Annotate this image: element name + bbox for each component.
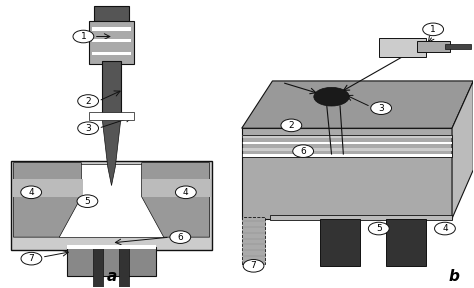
Text: 4: 4 bbox=[28, 188, 34, 197]
Circle shape bbox=[77, 195, 98, 207]
Circle shape bbox=[21, 186, 42, 199]
Bar bbox=[386, 219, 426, 266]
Circle shape bbox=[435, 222, 456, 235]
Bar bbox=[242, 135, 452, 138]
Bar bbox=[91, 52, 131, 55]
Bar bbox=[379, 38, 426, 56]
Text: 6: 6 bbox=[301, 147, 306, 156]
Text: 2: 2 bbox=[85, 96, 91, 105]
Circle shape bbox=[175, 186, 196, 199]
Bar bbox=[59, 164, 164, 237]
Bar bbox=[91, 39, 131, 42]
Bar bbox=[118, 247, 129, 287]
Bar bbox=[270, 215, 452, 220]
Bar bbox=[91, 27, 131, 31]
Circle shape bbox=[423, 23, 444, 36]
Text: 1: 1 bbox=[81, 32, 86, 41]
Bar bbox=[92, 247, 103, 287]
Bar bbox=[417, 41, 450, 52]
Polygon shape bbox=[142, 163, 210, 237]
Bar bbox=[242, 154, 452, 157]
Bar bbox=[242, 217, 265, 264]
Circle shape bbox=[243, 259, 264, 272]
Circle shape bbox=[293, 145, 314, 158]
Text: 3: 3 bbox=[378, 104, 384, 113]
Text: 7: 7 bbox=[28, 254, 34, 263]
Text: 1: 1 bbox=[430, 25, 436, 34]
Circle shape bbox=[78, 95, 99, 107]
Text: 6: 6 bbox=[177, 233, 183, 242]
Circle shape bbox=[21, 252, 42, 265]
Text: 7: 7 bbox=[251, 261, 256, 270]
Text: 2: 2 bbox=[289, 121, 294, 130]
Bar bbox=[242, 142, 452, 145]
Text: 4: 4 bbox=[183, 188, 189, 197]
Text: 5: 5 bbox=[84, 197, 90, 206]
Bar bbox=[90, 21, 134, 64]
Ellipse shape bbox=[314, 87, 349, 106]
Polygon shape bbox=[242, 128, 452, 219]
Bar bbox=[94, 6, 129, 24]
Bar bbox=[319, 219, 360, 266]
Circle shape bbox=[73, 30, 94, 43]
Bar bbox=[142, 179, 211, 197]
Text: a: a bbox=[106, 270, 117, 285]
Bar bbox=[11, 161, 212, 250]
Bar bbox=[67, 247, 156, 276]
Text: b: b bbox=[448, 270, 459, 285]
Polygon shape bbox=[102, 115, 121, 185]
Circle shape bbox=[281, 119, 302, 132]
Text: 5: 5 bbox=[376, 224, 382, 233]
Text: 4: 4 bbox=[442, 224, 448, 233]
Bar bbox=[67, 245, 156, 249]
Circle shape bbox=[78, 122, 99, 134]
Bar bbox=[13, 179, 83, 197]
Polygon shape bbox=[452, 81, 474, 219]
Circle shape bbox=[368, 222, 389, 235]
Bar bbox=[90, 113, 134, 120]
Bar bbox=[445, 44, 471, 50]
Polygon shape bbox=[242, 81, 474, 128]
Text: 3: 3 bbox=[85, 124, 91, 133]
Bar bbox=[242, 135, 452, 157]
Circle shape bbox=[170, 231, 191, 243]
Bar bbox=[242, 148, 452, 151]
Bar bbox=[102, 61, 121, 115]
Circle shape bbox=[371, 102, 392, 114]
Polygon shape bbox=[13, 163, 82, 237]
